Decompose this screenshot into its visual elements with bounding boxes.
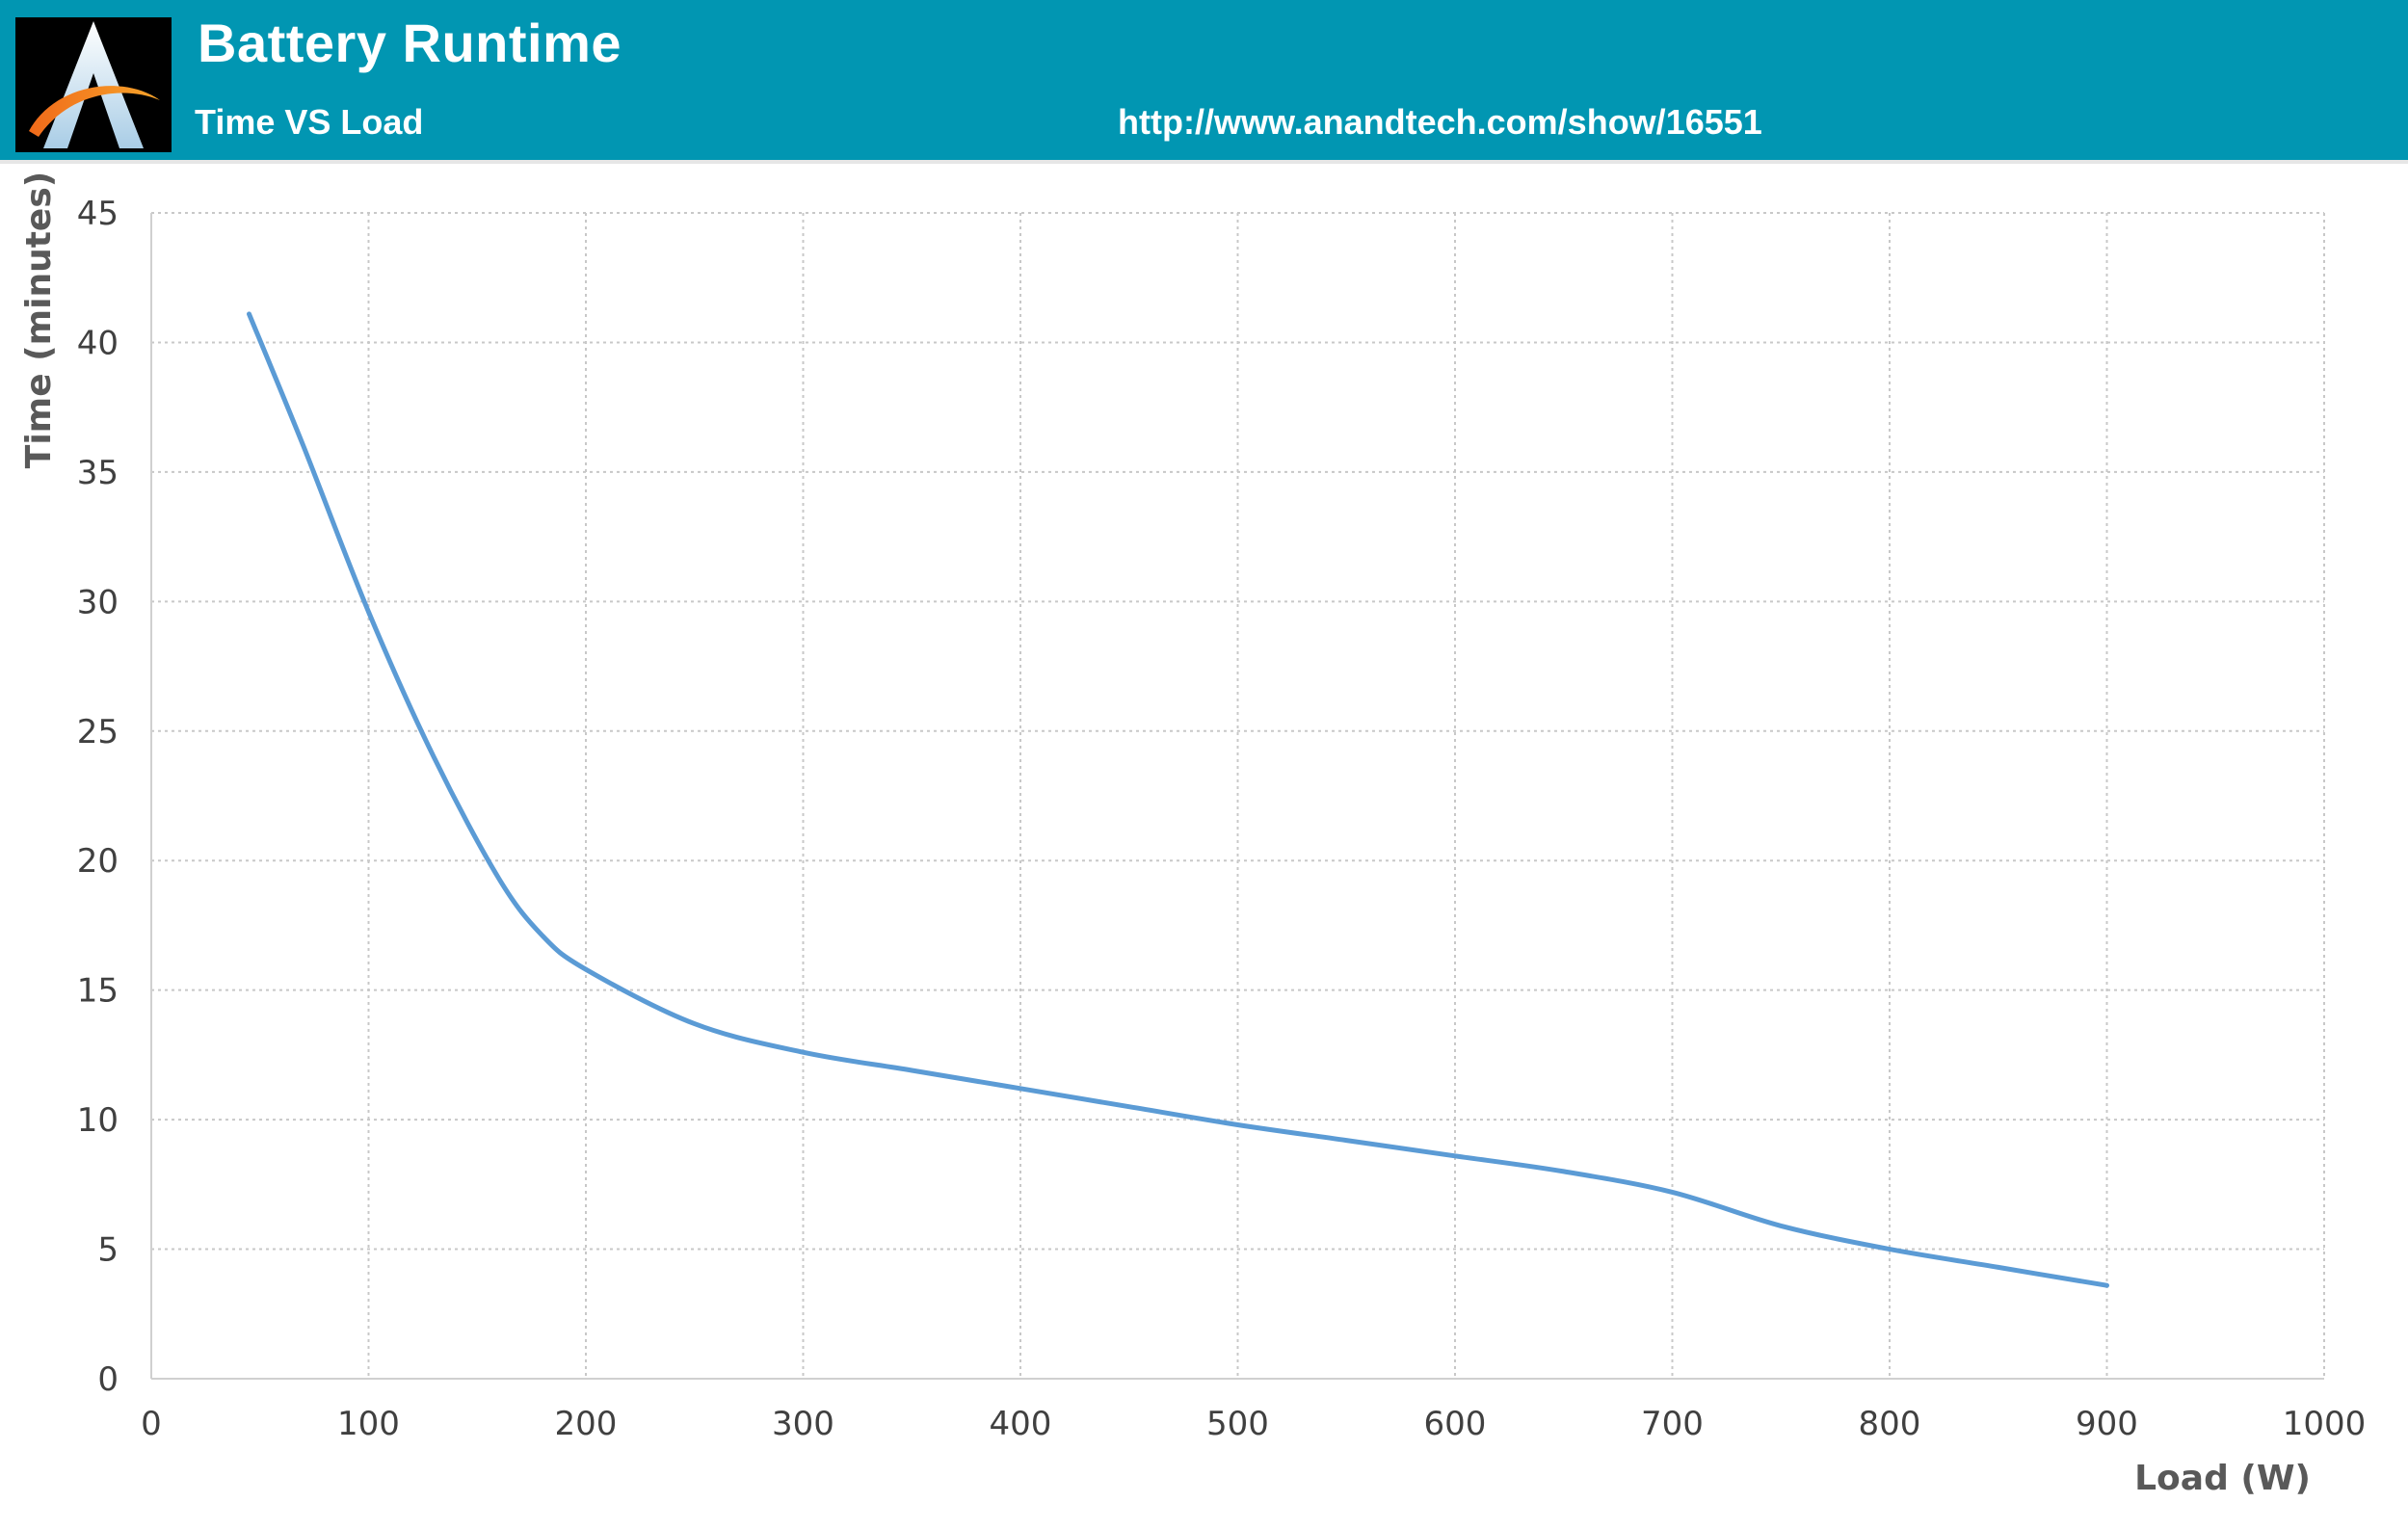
x-tick-label: 800 <box>1859 1405 1921 1443</box>
source-url-link[interactable]: http://www.anandtech.com/show/16551 <box>1118 102 1762 142</box>
x-tick-label: 100 <box>337 1405 400 1443</box>
anandtech-logo-icon <box>15 17 172 152</box>
y-tick-label: 25 <box>77 713 119 751</box>
x-tick-label: 500 <box>1206 1405 1269 1443</box>
y-tick-label: 15 <box>77 972 119 1011</box>
y-tick-label: 10 <box>77 1101 119 1140</box>
x-tick-label: 0 <box>141 1405 162 1443</box>
x-tick-label: 1000 <box>2283 1405 2367 1443</box>
x-tick-label: 600 <box>1424 1405 1487 1443</box>
y-tick-label: 5 <box>97 1231 119 1270</box>
y-tick-label: 20 <box>77 842 119 881</box>
chart-header: Battery Runtime Time VS Load http://www.… <box>0 0 2408 164</box>
y-tick-label: 40 <box>77 324 119 362</box>
series-line <box>247 311 2109 1288</box>
x-tick-label: 200 <box>555 1405 618 1443</box>
x-axis-title: Load (W) <box>2134 1459 2311 1498</box>
y-axis-title: Time (minutes) <box>19 171 59 468</box>
chart-title: Battery Runtime <box>198 13 622 73</box>
y-tick-label: 45 <box>77 195 119 233</box>
x-tick-label: 400 <box>990 1405 1052 1443</box>
x-tick-label: 700 <box>1641 1405 1704 1443</box>
y-tick-label: 30 <box>77 583 119 621</box>
y-tick-label: 35 <box>77 454 119 492</box>
x-tick-label: 300 <box>772 1405 834 1443</box>
x-tick-label: 900 <box>2076 1405 2138 1443</box>
chart-subtitle: Time VS Load <box>195 102 424 142</box>
line-chart: 0 100 200 300 400 500 600 700 800 900 1000 0 5 10 15 20… <box>19 171 2367 1498</box>
y-tick-label: 0 <box>97 1360 119 1399</box>
